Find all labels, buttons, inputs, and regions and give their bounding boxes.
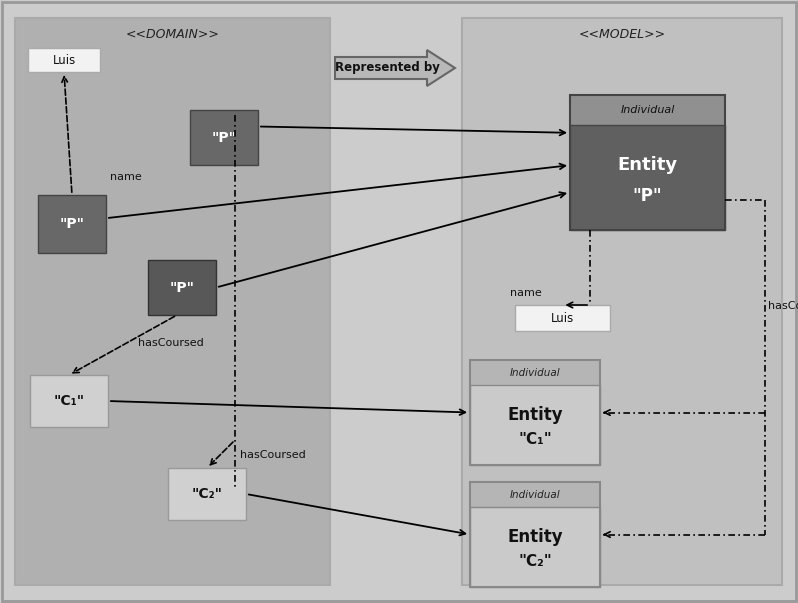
Bar xyxy=(470,482,600,587)
Bar xyxy=(190,110,258,165)
Text: name: name xyxy=(510,288,542,298)
Bar xyxy=(570,125,725,230)
Bar xyxy=(470,360,600,465)
Text: Entity: Entity xyxy=(508,406,563,425)
Text: Entity: Entity xyxy=(618,156,678,174)
Bar xyxy=(470,507,600,587)
Text: hasCoursed: hasCoursed xyxy=(240,450,306,460)
Text: "P": "P" xyxy=(633,188,662,206)
Bar xyxy=(148,260,216,315)
Text: <<MODEL>>: <<MODEL>> xyxy=(579,28,666,40)
Bar xyxy=(470,482,600,507)
Text: "P": "P" xyxy=(211,130,236,145)
Text: Represented by: Represented by xyxy=(334,62,440,75)
Text: Entity: Entity xyxy=(508,528,563,546)
Text: "P": "P" xyxy=(60,217,85,231)
Bar xyxy=(515,305,610,331)
Bar xyxy=(462,18,782,585)
Bar xyxy=(168,468,246,520)
Text: "C₂": "C₂" xyxy=(518,554,552,569)
Text: Luis: Luis xyxy=(551,312,574,324)
Text: Individual: Individual xyxy=(510,490,560,499)
Bar xyxy=(28,48,100,72)
Text: Luis: Luis xyxy=(53,54,76,66)
Text: "C₂": "C₂" xyxy=(192,487,223,501)
Text: Individual: Individual xyxy=(620,105,674,115)
Text: hasCoursed: hasCoursed xyxy=(138,338,203,348)
Text: "C₁": "C₁" xyxy=(518,432,552,447)
Text: name: name xyxy=(110,172,142,182)
Text: Individual: Individual xyxy=(510,367,560,377)
Text: <<DOMAIN>>: <<DOMAIN>> xyxy=(125,28,219,40)
FancyArrow shape xyxy=(335,50,455,86)
Bar xyxy=(570,95,725,230)
Text: hasCoursed: hasCoursed xyxy=(768,302,798,311)
Text: "C₁": "C₁" xyxy=(53,394,85,408)
Bar xyxy=(30,375,108,427)
Bar xyxy=(15,18,330,585)
Bar xyxy=(470,385,600,465)
Bar xyxy=(570,95,725,125)
Bar xyxy=(38,195,106,253)
Text: "P": "P" xyxy=(169,280,195,294)
Bar xyxy=(470,360,600,385)
